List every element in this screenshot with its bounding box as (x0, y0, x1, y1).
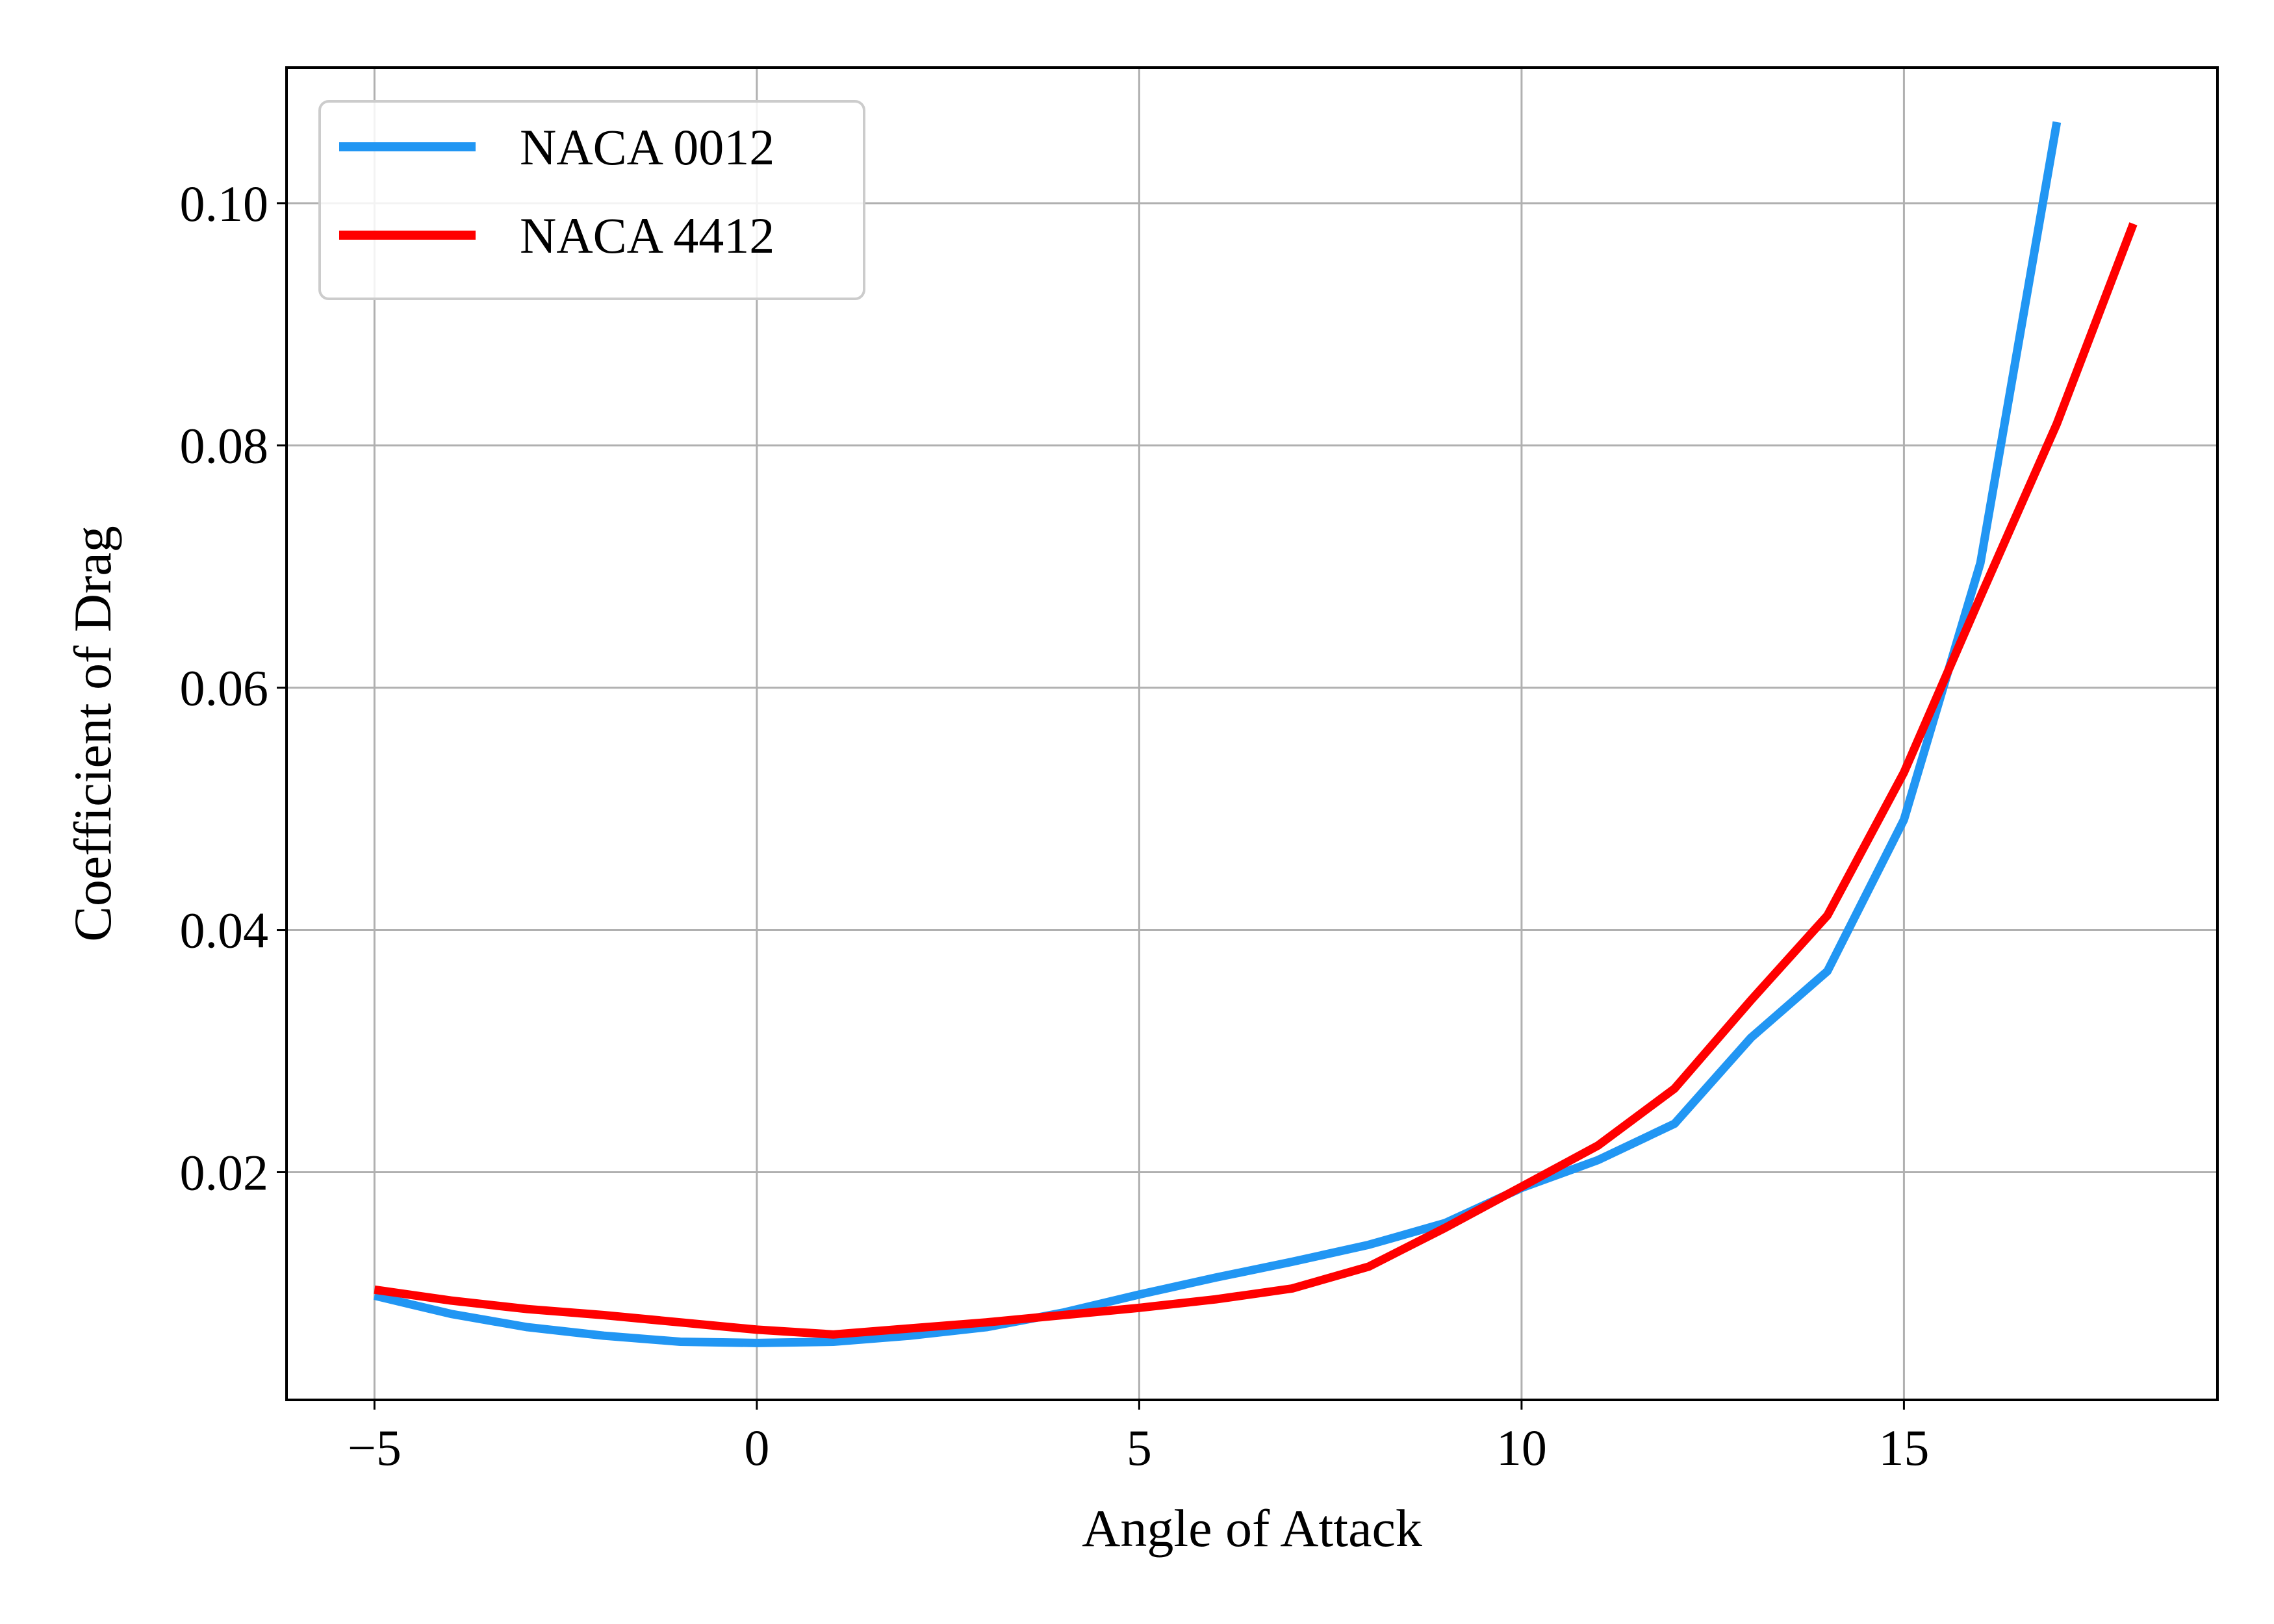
x-tick-label: 5 (1127, 1419, 1152, 1476)
axis-ticks: −5 0 5 10 15 0.02 0.04 0.06 0.08 0.10 (180, 175, 1930, 1476)
x-tick-label: 10 (1496, 1419, 1547, 1476)
x-tick-label: 0 (744, 1419, 769, 1476)
grid-lines (287, 68, 2217, 1400)
y-tick-label: 0.06 (180, 660, 269, 717)
y-tick-label: 0.10 (180, 175, 269, 232)
y-tick-label: 0.02 (180, 1144, 269, 1200)
series-line-naca-4412 (374, 222, 2138, 1339)
y-tick-label: 0.04 (180, 902, 269, 959)
x-axis-title: Angle of Attack (1082, 1499, 1422, 1558)
legend-label: NACA 4412 (520, 207, 774, 264)
series-line-naca-0012 (373, 121, 2062, 1347)
y-axis-title: Coefficient of Drag (63, 526, 122, 942)
y-tick-label: 0.08 (180, 418, 269, 474)
plot-area-frame (285, 66, 2219, 1401)
legend: NACA 0012 NACA 4412 (318, 100, 865, 300)
x-tick-label: −5 (348, 1419, 402, 1476)
series-lines (373, 121, 2138, 1347)
x-tick-label: 15 (1878, 1419, 1929, 1476)
legend-label: NACA 0012 (520, 119, 774, 175)
